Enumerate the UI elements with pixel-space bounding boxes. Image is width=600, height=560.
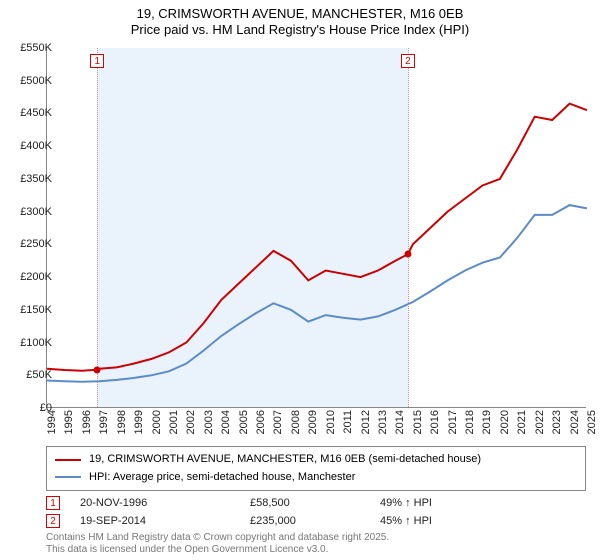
marker-icon: 1 [46, 496, 60, 510]
attribution: Contains HM Land Registry data © Crown c… [46, 532, 586, 556]
footer-sales: 1 20-NOV-1996 £58,500 49% ↑ HPI 2 19-SEP… [46, 494, 586, 530]
x-tick-label: 2000 [151, 410, 163, 434]
sale-marker-box: 1 [90, 54, 104, 68]
sale-price: £235,000 [250, 515, 360, 527]
x-tick-label: 2012 [360, 410, 372, 434]
sale-vs-hpi: 45% ↑ HPI [380, 515, 520, 527]
legend-swatch [55, 459, 81, 461]
x-tick-label: 2025 [586, 410, 598, 434]
legend-item: 19, CRIMSWORTH AVENUE, MANCHESTER, M16 0… [55, 451, 577, 469]
x-tick-label: 2004 [220, 410, 232, 434]
x-tick-label: 2010 [325, 410, 337, 434]
x-tick-label: 2018 [464, 410, 476, 434]
series-line [47, 104, 587, 371]
x-tick-label: 2014 [394, 410, 406, 434]
sale-point-dot [94, 366, 101, 373]
y-tick-label: £0 [8, 402, 52, 414]
chart-area: 12 1994199519961997199819992000200120022… [46, 48, 586, 408]
legend-swatch [55, 476, 81, 478]
y-tick-label: £300K [8, 206, 52, 218]
marker-icon: 2 [46, 514, 60, 528]
footer-row: 1 20-NOV-1996 £58,500 49% ↑ HPI [46, 494, 586, 512]
sale-marker-box: 2 [401, 54, 415, 68]
y-tick-label: £50K [8, 369, 52, 381]
x-tick-label: 2017 [447, 410, 459, 434]
x-tick-label: 2011 [342, 410, 354, 434]
title-block: 19, CRIMSWORTH AVENUE, MANCHESTER, M16 0… [0, 0, 600, 39]
y-tick-label: £450K [8, 107, 52, 119]
attribution-line: Contains HM Land Registry data © Crown c… [46, 532, 586, 544]
x-tick-label: 2020 [499, 410, 511, 434]
legend-label: 19, CRIMSWORTH AVENUE, MANCHESTER, M16 0… [89, 451, 481, 469]
chart-container: 19, CRIMSWORTH AVENUE, MANCHESTER, M16 0… [0, 0, 600, 560]
legend-label: HPI: Average price, semi-detached house,… [89, 469, 355, 487]
sale-vs-hpi: 49% ↑ HPI [380, 497, 520, 509]
y-tick-label: £500K [8, 75, 52, 87]
series-line [47, 205, 587, 382]
legend-box: 19, CRIMSWORTH AVENUE, MANCHESTER, M16 0… [46, 446, 586, 491]
x-tick-label: 2013 [377, 410, 389, 434]
y-tick-label: £400K [8, 140, 52, 152]
x-tick-label: 2015 [412, 410, 424, 434]
sale-price: £58,500 [250, 497, 360, 509]
sale-date: 20-NOV-1996 [80, 497, 230, 509]
y-tick-label: £350K [8, 173, 52, 185]
x-tick-label: 1998 [116, 410, 128, 434]
y-tick-label: £150K [8, 304, 52, 316]
x-tick-label: 2016 [429, 410, 441, 434]
x-tick-label: 2009 [307, 410, 319, 434]
footer-row: 2 19-SEP-2014 £235,000 45% ↑ HPI [46, 512, 586, 530]
legend-item: HPI: Average price, semi-detached house,… [55, 469, 577, 487]
attribution-line: This data is licensed under the Open Gov… [46, 544, 586, 556]
plot-region: 12 [46, 48, 586, 408]
title-line-2: Price paid vs. HM Land Registry's House … [0, 22, 600, 38]
sale-marker-line [408, 48, 409, 407]
x-tick-label: 2002 [185, 410, 197, 434]
x-tick-label: 1999 [133, 410, 145, 434]
x-tick-label: 2008 [290, 410, 302, 434]
x-tick-label: 2021 [516, 410, 528, 434]
x-tick-label: 2024 [569, 410, 581, 434]
sale-marker-line [97, 48, 98, 407]
x-tick-label: 2022 [534, 410, 546, 434]
x-tick-label: 2005 [238, 410, 250, 434]
x-tick-label: 1997 [98, 410, 110, 434]
sale-point-dot [404, 251, 411, 258]
x-tick-label: 2003 [203, 410, 215, 434]
x-tick-label: 1996 [81, 410, 93, 434]
x-tick-label: 1995 [63, 410, 75, 434]
y-tick-label: £100K [8, 337, 52, 349]
title-line-1: 19, CRIMSWORTH AVENUE, MANCHESTER, M16 0… [0, 6, 600, 22]
x-tick-label: 2006 [255, 410, 267, 434]
y-tick-label: £250K [8, 238, 52, 250]
x-tick-label: 2007 [272, 410, 284, 434]
x-tick-label: 2019 [481, 410, 493, 434]
line-series-svg [47, 48, 587, 408]
x-tick-label: 2001 [168, 410, 180, 434]
x-tick-label: 2023 [551, 410, 563, 434]
sale-date: 19-SEP-2014 [80, 515, 230, 527]
y-tick-label: £550K [8, 42, 52, 54]
y-tick-label: £200K [8, 271, 52, 283]
